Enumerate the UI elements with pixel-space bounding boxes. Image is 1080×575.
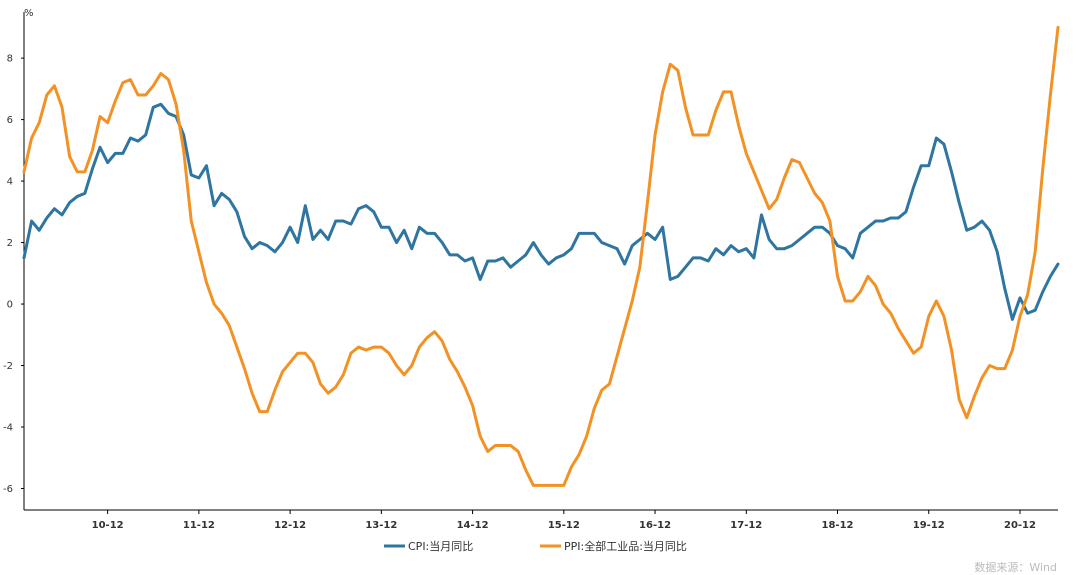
y-ticks: -6 -4 -2 0 2 4 6 8	[3, 54, 24, 495]
series-layer	[22, 25, 1060, 487]
x-ticks: 10-12 11-12 12-12 13-12 14-12 15-12 16-12 17-12…	[92, 510, 1036, 531]
x-tick-label: 10-12	[92, 520, 124, 531]
ppi-line	[22, 25, 1060, 487]
x-tick-label: 15-12	[548, 520, 580, 531]
y-axis-unit: %	[24, 8, 34, 19]
legend-item-ppi: PPI:全部工业品:当月同比	[540, 539, 687, 553]
y-tick-label: 0	[7, 300, 13, 311]
y-tick-label: -4	[3, 423, 13, 434]
x-tick-label: 13-12	[365, 520, 397, 531]
y-tick-label: 6	[7, 115, 13, 126]
y-axis: % -6 -4 -2 0 2 4 6 8	[3, 8, 34, 510]
x-tick-label: 17-12	[730, 520, 762, 531]
x-tick-label: 12-12	[274, 520, 306, 531]
y-tick-label: -6	[3, 484, 13, 495]
x-tick-label: 16-12	[639, 520, 671, 531]
y-tick-label: 4	[7, 177, 13, 188]
y-tick-label: 2	[7, 238, 13, 249]
data-source: 数据来源：Wind	[974, 560, 1057, 574]
legend-label-cpi: CPI:当月同比	[408, 539, 473, 553]
x-tick-label: 14-12	[457, 520, 489, 531]
x-tick-label: 19-12	[913, 520, 945, 531]
legend: CPI:当月同比 PPI:全部工业品:当月同比	[384, 539, 687, 553]
legend-item-cpi: CPI:当月同比	[384, 539, 473, 553]
y-tick-label: 8	[7, 54, 13, 65]
x-tick-label: 20-12	[1004, 520, 1036, 531]
legend-label-ppi: PPI:全部工业品:当月同比	[564, 539, 687, 553]
y-tick-label: -2	[3, 361, 13, 372]
cpi-line	[22, 102, 1060, 321]
x-tick-label: 11-12	[183, 520, 215, 531]
x-axis: 10-12 11-12 12-12 13-12 14-12 15-12 16-12 17-12…	[24, 509, 1058, 531]
x-tick-label: 18-12	[822, 520, 854, 531]
